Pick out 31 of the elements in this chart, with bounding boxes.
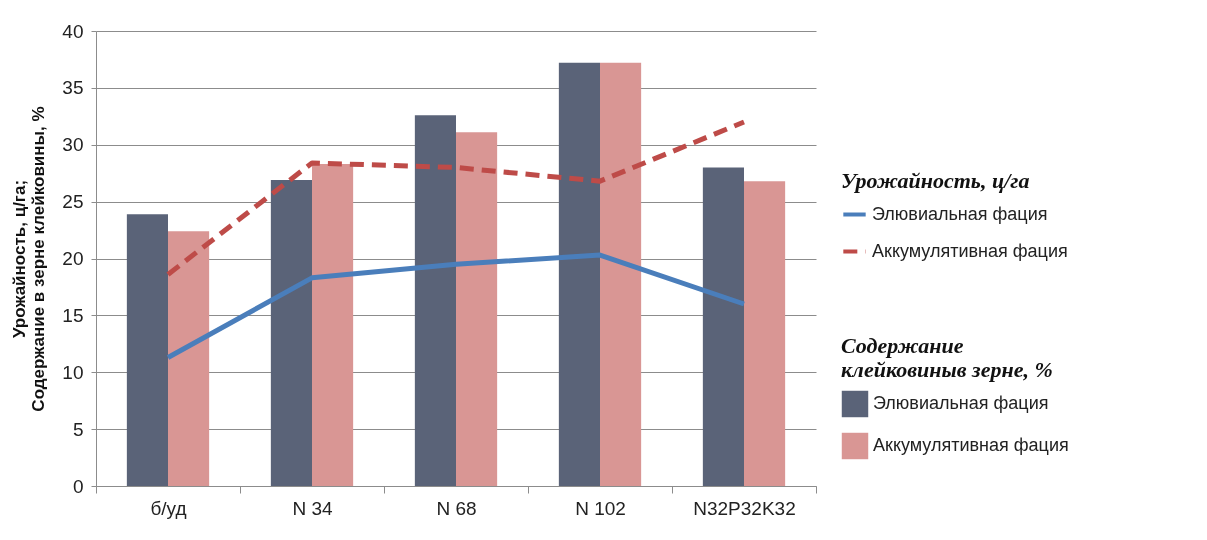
x-tick-label: б/уд	[150, 497, 187, 519]
bar	[270, 180, 312, 486]
legend-label: Аккумулятивная фация	[873, 435, 1069, 455]
bar	[312, 164, 354, 486]
bar	[414, 115, 456, 486]
y-tick-label: 25	[62, 191, 84, 213]
y-tick-label: 5	[72, 418, 84, 440]
bar	[558, 62, 600, 486]
y-tick-label: 30	[62, 134, 84, 156]
legend-label: Элювиальная фация	[873, 393, 1049, 413]
bar	[702, 167, 744, 486]
y-tick-label: 10	[62, 361, 84, 383]
x-tick-label: N 68	[436, 497, 477, 519]
x-tick-label: N 34	[292, 497, 333, 519]
bar	[168, 231, 210, 486]
y-axis-title: Урожайность, ц/га; Содержание в зерне клейковины, %	[10, 106, 49, 412]
y-tick-label: 35	[62, 77, 84, 99]
x-tick-label: N 102	[575, 497, 626, 519]
bar	[456, 132, 498, 486]
y-tick-label: 15	[62, 304, 84, 326]
x-tick-label: N32P32K32	[693, 497, 796, 519]
y-tick-label: 0	[72, 475, 84, 497]
bar	[600, 62, 642, 486]
text: Содержание клейковиныв зерне, %	[841, 333, 1053, 382]
legend-label: Аккумулятивная фация	[872, 240, 1068, 261]
text: Урожайность, ц/га	[841, 168, 1030, 193]
bar	[126, 214, 168, 486]
y-tick-label: 20	[62, 248, 84, 269]
y-tick-label: 40	[62, 20, 84, 42]
bar	[744, 181, 786, 486]
legend-label: Элювиальная фация	[872, 203, 1048, 224]
